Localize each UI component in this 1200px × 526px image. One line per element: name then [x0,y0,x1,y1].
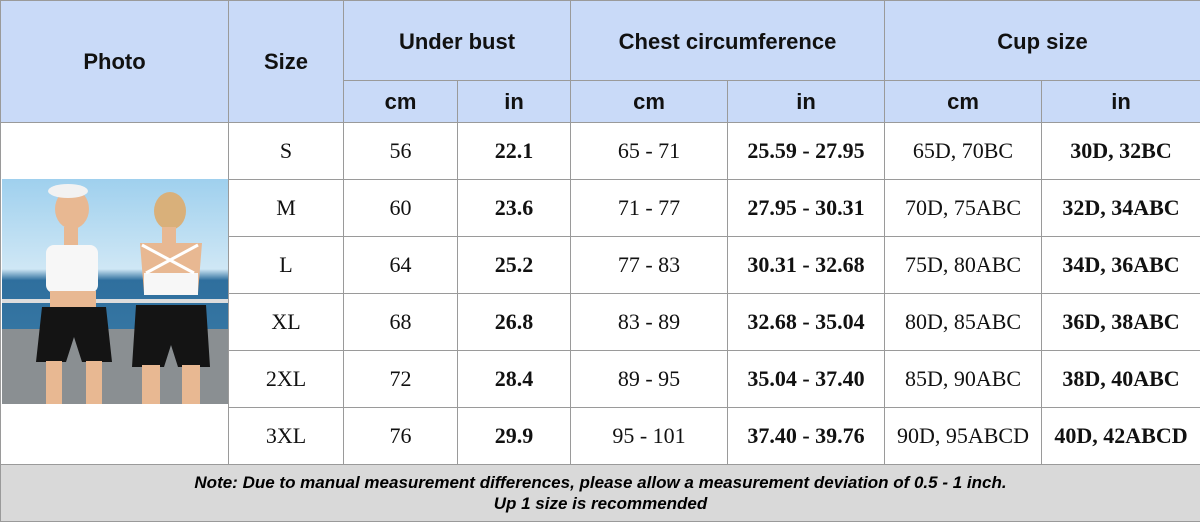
data-cell: 32D, 34ABC [1041,179,1200,237]
data-cell: 2XL [228,350,344,408]
data-cell: 37.40 - 39.76 [727,407,885,465]
data-cell: 76 [343,407,458,465]
size-row: S 56 22.1 65 - 71 25.59 - 27.95 65D, 70BC 30D,… [0,122,1200,465]
data-cell: L [228,236,344,294]
data-cell: 95 - 101 [570,407,728,465]
data-cell: 25.2 [457,236,571,294]
data-cell: M [228,179,344,237]
unit-header: cm [884,80,1042,123]
data-cell: 29.9 [457,407,571,465]
data-cell: 34D, 36ABC [1041,236,1200,294]
product-photo [1,178,228,404]
data-cell: 85D, 90ABC [884,350,1042,408]
data-cell: 38D, 40ABC [1041,350,1200,408]
data-cell: 28.4 [457,350,571,408]
data-cell: 26.8 [457,293,571,351]
data-cell: 30D, 32BC [1041,122,1200,180]
size-row: L 64 25.2 77 - 83 30.31 - 32.68 75D, 80ABC 34D… [1,236,1200,294]
data-cell: 30.31 - 32.68 [727,236,885,294]
header-cell: Cup size [884,0,1200,81]
data-cell: 65 - 71 [570,122,728,180]
data-cell: 77 - 83 [570,236,728,294]
unit-header: cm [570,80,728,123]
data-cell: 71 - 77 [570,179,728,237]
data-cell: 89 - 95 [570,350,728,408]
data-cell: 40D, 42ABCD [1041,407,1200,465]
note-cell: Note: Due to manual measurement differen… [0,464,1200,522]
size-row: 2XL 72 28.4 89 - 95 35.04 - 37.40 85D, 90ABC 3… [1,350,1200,408]
data-cell: 22.1 [457,122,571,180]
data-cell: 72 [343,350,458,408]
data-cell: S [228,122,344,180]
data-cell: XL [228,293,344,351]
header-cell: Under bust [343,0,571,81]
unit-header: in [727,80,885,123]
data-cell: 56 [343,122,458,180]
data-cell: 27.95 - 30.31 [727,179,885,237]
unit-header: in [457,80,571,123]
data-cell: 65D, 70BC [884,122,1042,180]
data-cell: 80D, 85ABC [884,293,1042,351]
data-cell: 32.68 - 35.04 [727,293,885,351]
data-cell: 75D, 80ABC [884,236,1042,294]
data-cell: 90D, 95ABCD [884,407,1042,465]
unit-header: cm [343,80,458,123]
data-cell: 25.59 - 27.95 [727,122,885,180]
data-cell: 83 - 89 [570,293,728,351]
header-cell: Photo [0,0,229,123]
note-line: Up 1 size is recommended [493,494,708,513]
data-cell: 60 [343,179,458,237]
data-cell: 23.6 [457,179,571,237]
unit-header: in [1041,80,1200,123]
size-row: M 60 23.6 71 - 77 27.95 - 30.31 70D, 75ABC 32D… [1,179,1200,237]
data-cell: 68 [343,293,458,351]
header-cell: Size [228,0,344,123]
header-cell: Chest circumference [570,0,885,81]
data-cell: 3XL [228,407,344,465]
data-cell: 36D, 38ABC [1041,293,1200,351]
size-row: 3XL 76 29.9 95 - 101 37.40 - 39.76 90D, 95ABC… [1,407,1200,465]
data-cell: 70D, 75ABC [884,179,1042,237]
data-cell: 64 [343,236,458,294]
data-cell: 35.04 - 37.40 [727,350,885,408]
note-line: Note: Due to manual measurement differen… [194,473,1007,492]
photo-cell [0,122,229,465]
